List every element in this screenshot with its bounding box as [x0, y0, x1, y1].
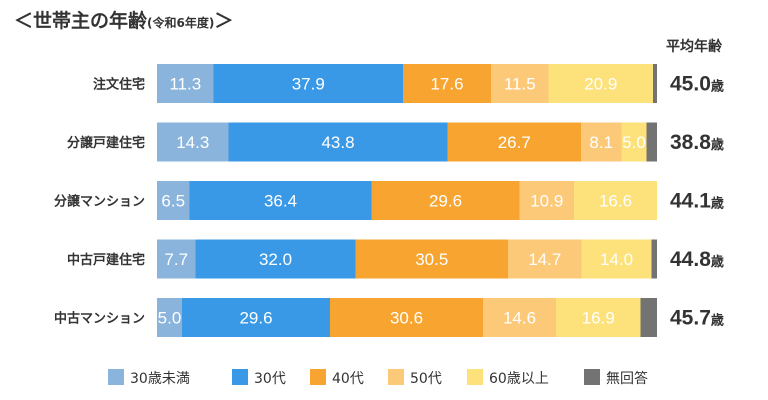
category-label: 中古戸建住宅: [67, 252, 145, 268]
segment-value-label: 14.3: [176, 133, 209, 152]
chart-subtitle: (令和6年度): [147, 16, 215, 30]
legend-swatch: [310, 369, 326, 385]
segment-value-label: 11.5: [504, 75, 536, 94]
segment-value-label: 20.9: [584, 75, 617, 94]
bar-segment: [157, 181, 190, 220]
segment-value-label: 5.0: [622, 133, 646, 152]
bar-segment: [483, 298, 556, 337]
segment-value-label: 7.7: [164, 250, 188, 269]
bar-segment: [355, 239, 508, 279]
category-label: 中古マンション: [54, 311, 145, 327]
bar-segment: [330, 298, 483, 337]
bar-segment: [403, 64, 491, 103]
bar-segment: [556, 298, 641, 337]
average-age-unit: 歳: [711, 254, 724, 270]
segment-value-label: 32.0: [259, 250, 292, 269]
segment-value-label: 14.7: [528, 250, 561, 269]
bar-segment: [581, 239, 652, 279]
segment-value-label: 8.1: [589, 133, 613, 152]
average-age-value: 45.0歳: [670, 73, 724, 96]
bar-segment: [646, 122, 657, 162]
average-age-unit: 歳: [711, 137, 724, 153]
segment-value-label: 11.3: [169, 75, 201, 94]
average-age-value: 38.8歳: [670, 131, 724, 154]
legend-label: 50代: [410, 371, 442, 387]
bar-segment: [651, 239, 657, 279]
bar-segment: [157, 239, 196, 279]
segment-value-label: 37.9: [292, 75, 325, 94]
chart-title-end: ＞: [214, 10, 234, 32]
category-label: 分譲戸建住宅: [67, 135, 145, 151]
average-age-value: 44.1歳: [670, 190, 724, 213]
segment-value-label: 14.0: [600, 250, 633, 269]
average-age-header: 平均年齢: [666, 39, 722, 55]
segment-value-label: 10.9: [530, 192, 563, 211]
segment-value-label: 14.6: [503, 309, 536, 328]
legend-label: 30歳未満: [130, 371, 190, 387]
segment-value-label: 29.6: [239, 309, 272, 328]
average-age-unit: 歳: [711, 79, 724, 95]
legend-swatch: [232, 369, 248, 385]
segment-value-label: 16.6: [599, 192, 632, 211]
segment-value-label: 36.4: [264, 192, 297, 211]
chart-title: ＜世帯主の年齢(令和6年度)＞: [14, 6, 233, 33]
segment-value-label: 5.0: [158, 309, 182, 328]
legend-swatch: [467, 369, 483, 385]
average-age-unit: 歳: [711, 313, 724, 329]
average-age-value: 44.8歳: [670, 248, 724, 271]
legend-swatch: [584, 369, 600, 385]
legend-label: 無回答: [606, 370, 648, 387]
bar-segment: [182, 298, 330, 337]
legend-label: 30代: [254, 371, 286, 387]
bar-segment: [581, 122, 622, 162]
bar-segment: [371, 181, 520, 220]
bar-segment: [574, 181, 657, 220]
category-label: 注文住宅: [93, 77, 145, 93]
bar-segment: [621, 122, 647, 162]
average-age-unit: 歳: [711, 196, 724, 212]
segment-value-label: 16.9: [582, 309, 615, 328]
bar-segment: [157, 122, 229, 162]
bar-segment: [157, 298, 182, 337]
bar-segment: [519, 181, 574, 220]
bar-segment: [189, 181, 372, 220]
bar-segment: [213, 64, 403, 103]
legend-swatch: [388, 369, 404, 385]
bar-segment: [508, 239, 582, 279]
segment-value-label: 17.6: [430, 75, 463, 94]
bar-segment: [195, 239, 356, 279]
legend-label: 40代: [332, 371, 364, 387]
segment-value-label: 30.5: [415, 250, 448, 269]
chart-title-main: ＜世帯主の年齢: [14, 10, 148, 32]
bar-segment: [491, 64, 549, 103]
bar-segment: [640, 298, 657, 337]
segment-value-label: 6.5: [161, 192, 185, 211]
bar-segment: [228, 122, 448, 162]
segment-value-label: 26.7: [498, 133, 531, 152]
average-age-value: 45.7歳: [670, 307, 724, 330]
bar-segment: [548, 64, 653, 103]
category-label: 分譲マンション: [54, 194, 145, 210]
segment-value-label: 43.8: [321, 133, 354, 152]
bar-segment: [447, 122, 581, 162]
segment-value-label: 30.6: [390, 309, 423, 328]
segment-value-label: 29.6: [429, 192, 462, 211]
legend-label: 60歳以上: [489, 371, 549, 387]
legend-swatch: [108, 369, 124, 385]
bar-segment: [157, 64, 214, 103]
bar-segment: [653, 64, 657, 103]
